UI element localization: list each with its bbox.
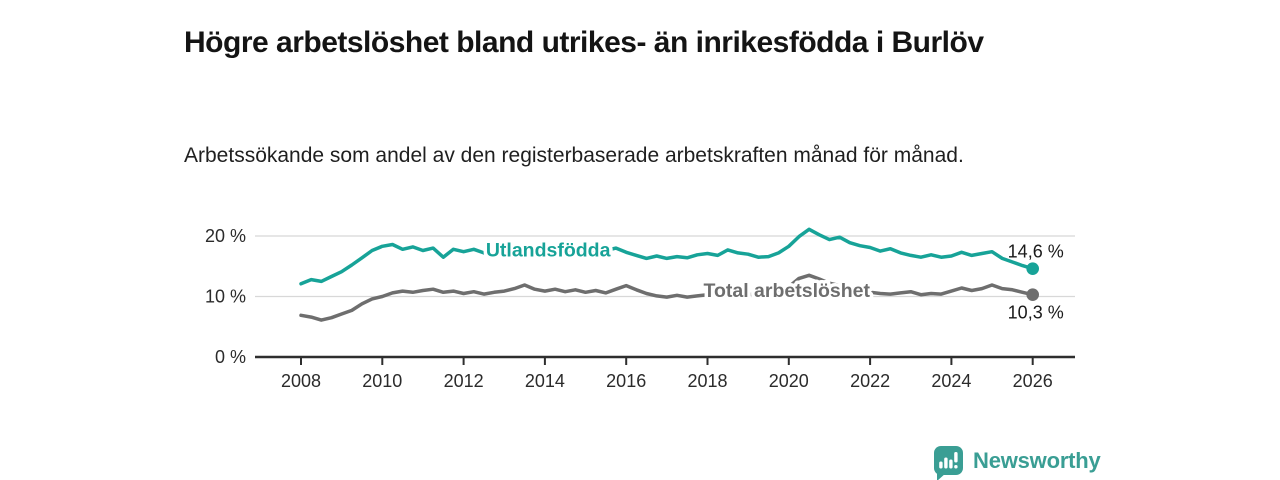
series-end-value-label: 10,3 % — [1008, 303, 1064, 323]
series-end-dot — [1026, 262, 1039, 275]
y-tick-label: 10 % — [205, 287, 246, 307]
series-inline-label: Utlandsfödda — [486, 240, 611, 262]
page-title: Högre arbetslöshet bland utrikes- än inr… — [184, 26, 984, 60]
x-tick-label: 2010 — [362, 371, 402, 391]
series-end-dot — [1026, 288, 1039, 301]
x-tick-label: 2020 — [769, 371, 809, 391]
newsworthy-speech-bubble-bars-icon — [934, 446, 963, 480]
y-tick-label: 0 % — [215, 347, 246, 367]
series-line — [299, 227, 1035, 286]
series-inline-label: Total arbetslöshet — [704, 280, 871, 302]
x-tick-label: 2022 — [850, 371, 890, 391]
x-tick-label: 2026 — [1013, 371, 1053, 391]
series-line — [299, 273, 1035, 322]
newsworthy-wordmark: Newsworthy — [973, 447, 1101, 473]
x-tick-label: 2016 — [606, 371, 646, 391]
y-tick-label: 20 % — [205, 226, 246, 246]
x-tick-label: 2018 — [687, 371, 727, 391]
chart-subtitle: Arbetssökande som andel av den registerb… — [184, 144, 964, 167]
series-end-value-label: 14,6 % — [1008, 242, 1064, 262]
unemployment-line-chart: 2008 2010 2012 2014 2016 2018 2020 2022 2024 2026… — [205, 226, 1075, 391]
x-tick-label: 2008 — [281, 371, 321, 391]
x-tick-label: 2012 — [444, 371, 484, 391]
x-tick-label: 2024 — [931, 371, 971, 391]
x-tick-label: 2014 — [525, 371, 565, 391]
newsworthy-logo[interactable]: Newsworthy — [934, 446, 1101, 480]
